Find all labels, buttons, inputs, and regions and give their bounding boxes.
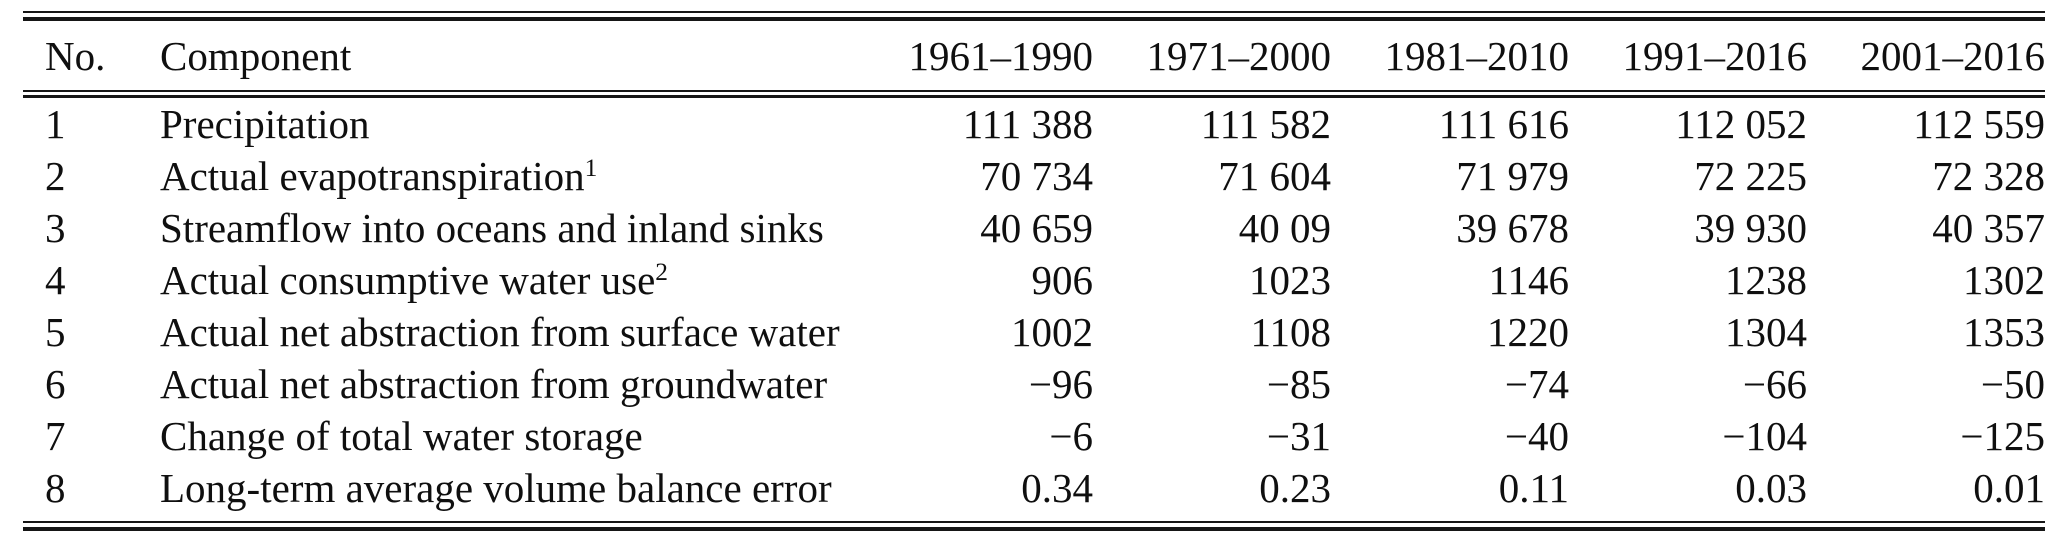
row-value: 1238 bbox=[1725, 257, 1807, 303]
row-value: 40 09 bbox=[1238, 205, 1331, 251]
row-component-label: Actual consumptive water use bbox=[160, 257, 656, 303]
row-no: 5 bbox=[45, 309, 66, 355]
row-no: 2 bbox=[45, 153, 66, 199]
row-value: 0.23 bbox=[1259, 465, 1331, 511]
row-component-label: Long-term average volume balance error bbox=[160, 465, 832, 511]
row-no: 3 bbox=[45, 205, 66, 251]
row-no: 1 bbox=[45, 101, 66, 147]
row-no: 4 bbox=[45, 257, 66, 303]
table-bottom-spacer bbox=[23, 514, 2045, 521]
row-value: 0.34 bbox=[1021, 465, 1093, 511]
row-component: Actual evapotranspiration1 bbox=[160, 152, 855, 200]
row-no: 6 bbox=[45, 361, 66, 407]
water-balance-table: No. Component 1961–1990 1971–2000 1981–2… bbox=[23, 11, 2045, 531]
row-value: −85 bbox=[1266, 361, 1331, 407]
row-value: 1002 bbox=[1011, 309, 1093, 355]
row-value: 111 388 bbox=[962, 101, 1093, 147]
table-header-row: No. Component 1961–1990 1971–2000 1981–2… bbox=[23, 21, 2045, 90]
table-row: 6 Actual net abstraction from groundwate… bbox=[23, 358, 2045, 410]
row-value: 39 930 bbox=[1694, 205, 1807, 251]
row-value: −66 bbox=[1742, 361, 1807, 407]
row-no: 7 bbox=[45, 413, 66, 459]
table-row: 4 Actual consumptive water use2 906 1023… bbox=[23, 254, 2045, 306]
row-value: 72 225 bbox=[1694, 153, 1807, 199]
row-component-label: Change of total water storage bbox=[160, 413, 643, 459]
row-value: 71 604 bbox=[1218, 153, 1331, 199]
table-row: 7 Change of total water storage −6 −31 −… bbox=[23, 410, 2045, 462]
row-value: 906 bbox=[1031, 257, 1094, 303]
row-value: 0.11 bbox=[1498, 465, 1569, 511]
row-value: −74 bbox=[1504, 361, 1569, 407]
row-component-label: Actual net abstraction from groundwater bbox=[160, 361, 828, 407]
row-component: Precipitation bbox=[160, 100, 855, 148]
table-row: 2 Actual evapotranspiration1 70 734 71 6… bbox=[23, 150, 2045, 202]
table-top-rule bbox=[23, 11, 2045, 21]
row-value: 39 678 bbox=[1456, 205, 1569, 251]
row-value: −50 bbox=[1980, 361, 2045, 407]
row-component-label: Streamflow into oceans and inland sinks bbox=[160, 205, 824, 251]
row-component-label: Actual evapotranspiration bbox=[160, 153, 585, 199]
row-no: 8 bbox=[45, 465, 66, 511]
header-component: Component bbox=[160, 32, 352, 79]
table-body: 1 Precipitation 111 388 111 582 111 616 … bbox=[23, 98, 2045, 514]
row-component-superscript: 1 bbox=[584, 154, 598, 182]
row-value: 1302 bbox=[1963, 257, 2045, 303]
row-component: Long-term average volume balance error bbox=[160, 464, 855, 512]
row-value: 72 328 bbox=[1932, 153, 2045, 199]
row-value: −6 bbox=[1049, 413, 1093, 459]
row-value: −125 bbox=[1960, 413, 2045, 459]
row-value: 1108 bbox=[1250, 309, 1331, 355]
row-value: −40 bbox=[1504, 413, 1569, 459]
table-row: 8 Long-term average volume balance error… bbox=[23, 462, 2045, 514]
table-header-rule bbox=[23, 90, 2045, 98]
row-value: 112 052 bbox=[1675, 101, 1807, 147]
row-value: 1023 bbox=[1249, 257, 1331, 303]
row-component-label: Precipitation bbox=[160, 101, 370, 147]
row-value: 1220 bbox=[1487, 309, 1569, 355]
table-bottom-rule bbox=[23, 521, 2045, 531]
row-value: 112 559 bbox=[1913, 101, 2045, 147]
table-row: 3 Streamflow into oceans and inland sink… bbox=[23, 202, 2045, 254]
row-value: 70 734 bbox=[980, 153, 1093, 199]
row-value: −96 bbox=[1028, 361, 1093, 407]
row-component: Actual net abstraction from surface wate… bbox=[160, 308, 855, 356]
header-period: 1991–2016 bbox=[1622, 32, 1808, 79]
row-component: Streamflow into oceans and inland sinks bbox=[160, 204, 855, 252]
row-value: 111 616 bbox=[1438, 101, 1569, 147]
header-period: 2001–2016 bbox=[1860, 32, 2046, 79]
row-component-superscript: 2 bbox=[655, 258, 668, 286]
row-value: 1353 bbox=[1963, 309, 2045, 355]
row-value: 40 357 bbox=[1932, 205, 2045, 251]
row-value: −31 bbox=[1266, 413, 1331, 459]
row-component: Actual consumptive water use2 bbox=[160, 256, 855, 304]
row-value: 71 979 bbox=[1456, 153, 1569, 199]
header-period: 1981–2010 bbox=[1384, 32, 1570, 79]
row-component-label: Actual net abstraction from surface wate… bbox=[160, 309, 840, 355]
header-no: No. bbox=[45, 32, 106, 79]
row-value: 40 659 bbox=[980, 205, 1093, 251]
header-period: 1961–1990 bbox=[908, 32, 1094, 79]
row-value: −104 bbox=[1722, 413, 1807, 459]
row-component: Actual net abstraction from groundwater bbox=[160, 360, 855, 408]
row-value: 1304 bbox=[1725, 309, 1807, 355]
row-component: Change of total water storage bbox=[160, 412, 855, 460]
table-row: 1 Precipitation 111 388 111 582 111 616 … bbox=[23, 98, 2045, 150]
row-value: 1146 bbox=[1488, 257, 1569, 303]
header-period: 1971–2000 bbox=[1146, 32, 1332, 79]
row-value: 111 582 bbox=[1200, 101, 1331, 147]
row-value: 0.03 bbox=[1735, 465, 1807, 511]
table-row: 5 Actual net abstraction from surface wa… bbox=[23, 306, 2045, 358]
row-value: 0.01 bbox=[1973, 465, 2045, 511]
